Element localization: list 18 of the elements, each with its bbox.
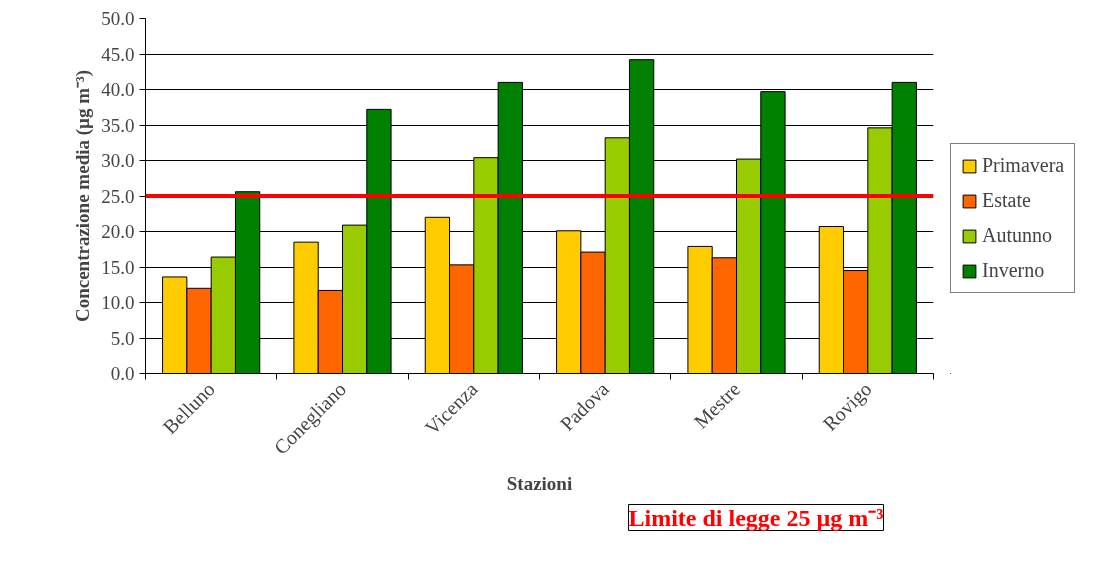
y-tick-label: 10.0 bbox=[101, 292, 135, 313]
legend-label: Estate bbox=[982, 189, 1031, 212]
y-axis-title: Concentrazione media (µg m⁻³) bbox=[72, 69, 95, 323]
text: Limite di legge 25 µg m⁻³ bbox=[628, 504, 884, 531]
legend-label: Autunno bbox=[982, 224, 1052, 247]
y-tick-label: 25.0 bbox=[101, 185, 135, 207]
y-tick-label: 35.0 bbox=[101, 114, 135, 136]
y-tick-label: 30.0 bbox=[101, 150, 135, 171]
y-tick-label: 40.0 bbox=[101, 79, 135, 100]
y-tick-label: 5.0 bbox=[110, 327, 135, 349]
legend-label: Primavera bbox=[982, 154, 1065, 177]
y-tick-label: 20.0 bbox=[101, 221, 135, 242]
x-axis-title: Stazioni bbox=[506, 473, 573, 495]
y-tick-label: 15.0 bbox=[101, 256, 135, 278]
y-tick-label: 0.0 bbox=[110, 363, 135, 384]
y-tick-label: 45.0 bbox=[101, 43, 135, 65]
y-tick-label: 50.0 bbox=[101, 8, 135, 29]
legend-label: Inverno bbox=[982, 259, 1045, 282]
